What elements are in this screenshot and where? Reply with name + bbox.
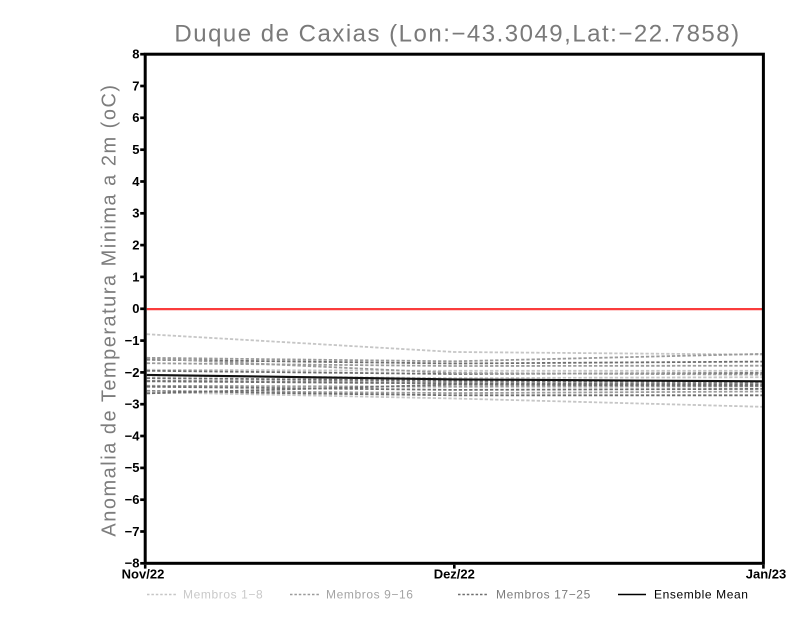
svg-text:Jan/23: Jan/23 — [746, 567, 786, 582]
svg-text:8: 8 — [132, 47, 139, 62]
svg-text:Nov/22: Nov/22 — [122, 567, 165, 582]
svg-text:−1: −1 — [125, 333, 140, 348]
svg-text:Membros 17−25: Membros 17−25 — [496, 588, 591, 602]
svg-text:−4: −4 — [125, 428, 141, 443]
svg-text:3: 3 — [132, 206, 139, 221]
svg-text:−7: −7 — [125, 524, 140, 539]
svg-text:Ensemble Mean: Ensemble Mean — [654, 588, 749, 602]
svg-text:−5: −5 — [125, 460, 140, 475]
svg-text:1: 1 — [132, 269, 139, 284]
svg-text:2: 2 — [132, 238, 139, 253]
svg-text:Membros 9−16: Membros 9−16 — [326, 588, 414, 602]
svg-text:7: 7 — [132, 78, 139, 93]
svg-text:6: 6 — [132, 110, 139, 125]
svg-text:Membros 1−8: Membros 1−8 — [183, 588, 263, 602]
svg-text:5: 5 — [132, 142, 139, 157]
svg-text:Duque de Caxias (Lon:−43.3049,: Duque de Caxias (Lon:−43.3049,Lat:−22.78… — [174, 21, 740, 48]
svg-text:−8: −8 — [125, 556, 140, 571]
svg-text:0: 0 — [132, 301, 139, 316]
svg-text:Anomalia de Temperatura Minima: Anomalia de Temperatura Minima a 2m (oC) — [99, 83, 121, 536]
svg-text:Dez/22: Dez/22 — [434, 567, 475, 582]
svg-text:−2: −2 — [125, 365, 140, 380]
svg-text:−3: −3 — [125, 397, 140, 412]
svg-text:4: 4 — [132, 174, 140, 189]
svg-text:−6: −6 — [125, 492, 140, 507]
